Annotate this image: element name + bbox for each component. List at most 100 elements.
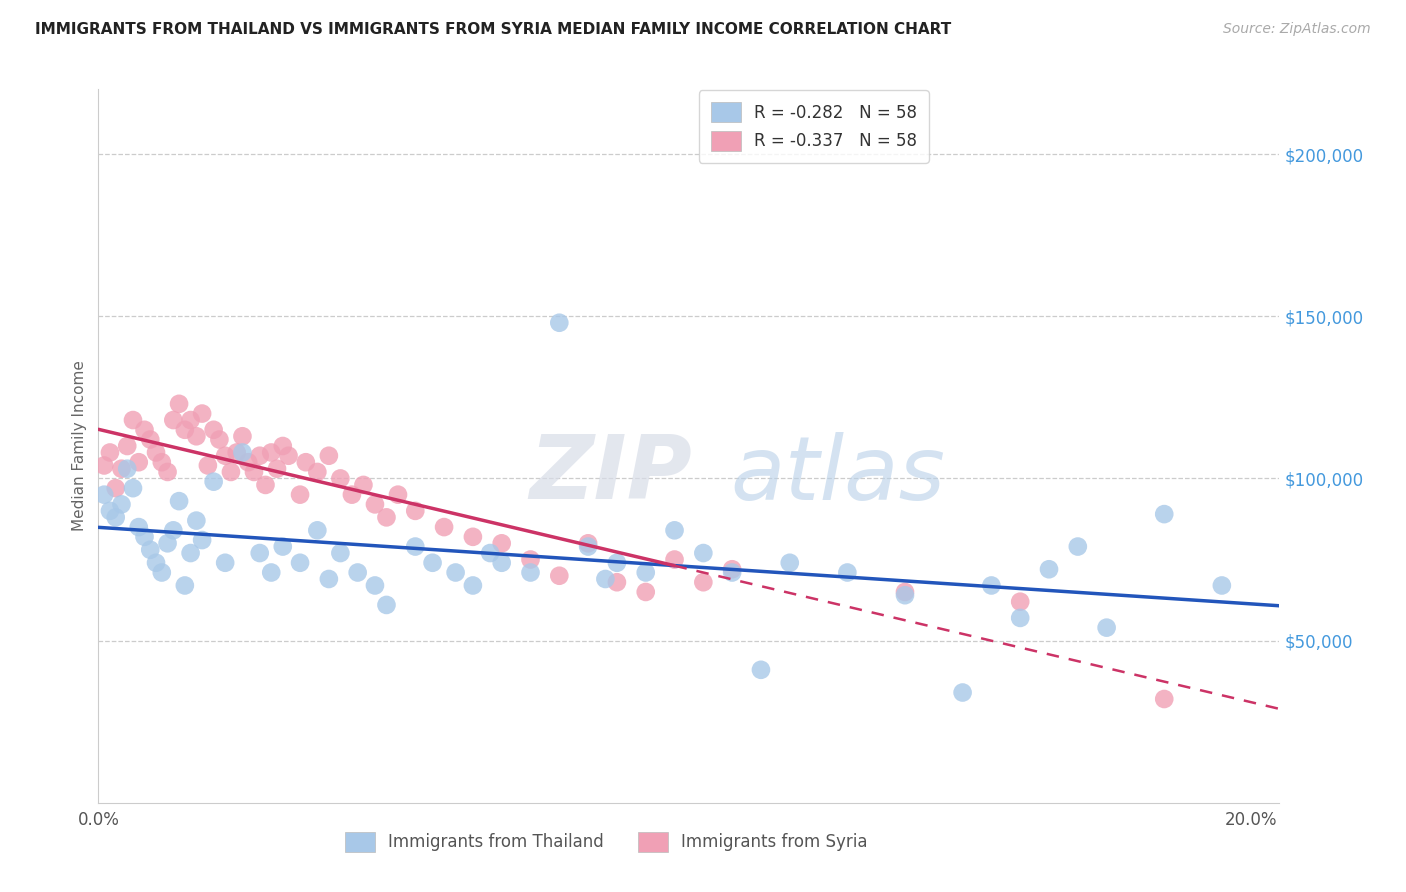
Point <box>277 449 299 463</box>
Point <box>548 568 571 582</box>
Point <box>307 465 329 479</box>
Point <box>1153 692 1175 706</box>
Point <box>202 475 225 489</box>
Point <box>1010 595 1032 609</box>
Point <box>122 413 145 427</box>
Point <box>364 578 387 592</box>
Point <box>197 458 219 473</box>
Point <box>1211 578 1233 592</box>
Point <box>595 572 617 586</box>
Point <box>404 540 426 554</box>
Point <box>271 540 294 554</box>
Point <box>156 465 179 479</box>
Point <box>387 488 409 502</box>
Point <box>93 458 115 473</box>
Point <box>1095 621 1118 635</box>
Point <box>692 575 714 590</box>
Point <box>249 546 271 560</box>
Point <box>98 504 121 518</box>
Point <box>214 556 236 570</box>
Point <box>1153 507 1175 521</box>
Point <box>721 566 744 580</box>
Point <box>134 530 156 544</box>
Point <box>139 542 162 557</box>
Point <box>375 510 398 524</box>
Point <box>340 488 363 502</box>
Point <box>219 465 242 479</box>
Point <box>479 546 502 560</box>
Point <box>1067 540 1090 554</box>
Point <box>191 533 214 547</box>
Point <box>173 423 195 437</box>
Text: ZIP: ZIP <box>530 431 692 518</box>
Point <box>93 488 115 502</box>
Text: atlas: atlas <box>730 432 945 517</box>
Point <box>606 575 628 590</box>
Point <box>295 455 318 469</box>
Point <box>167 397 190 411</box>
Point <box>128 455 150 469</box>
Point <box>779 556 801 570</box>
Text: IMMIGRANTS FROM THAILAND VS IMMIGRANTS FROM SYRIA MEDIAN FAMILY INCOME CORRELATI: IMMIGRANTS FROM THAILAND VS IMMIGRANTS F… <box>35 22 952 37</box>
Text: Source: ZipAtlas.com: Source: ZipAtlas.com <box>1223 22 1371 37</box>
Point <box>352 478 374 492</box>
Point <box>576 540 599 554</box>
Point <box>721 562 744 576</box>
Point <box>156 536 179 550</box>
Point <box>664 552 686 566</box>
Point <box>104 481 127 495</box>
Point <box>634 566 657 580</box>
Point <box>134 423 156 437</box>
Point <box>150 566 173 580</box>
Point <box>191 407 214 421</box>
Point <box>837 566 859 580</box>
Point <box>1038 562 1060 576</box>
Point <box>128 520 150 534</box>
Point <box>231 429 253 443</box>
Point <box>404 504 426 518</box>
Point <box>122 481 145 495</box>
Point <box>110 497 132 511</box>
Y-axis label: Median Family Income: Median Family Income <box>72 360 87 532</box>
Point <box>238 455 260 469</box>
Point <box>243 465 266 479</box>
Point <box>461 578 484 592</box>
Point <box>664 524 686 538</box>
Point <box>162 413 184 427</box>
Point <box>548 316 571 330</box>
Point <box>186 514 208 528</box>
Point <box>491 556 513 570</box>
Point <box>692 546 714 560</box>
Point <box>186 429 208 443</box>
Point <box>346 566 368 580</box>
Point <box>162 524 184 538</box>
Point <box>254 478 277 492</box>
Point <box>519 566 541 580</box>
Point <box>444 566 467 580</box>
Point <box>231 445 253 459</box>
Point <box>260 566 283 580</box>
Point <box>145 445 167 459</box>
Point <box>307 524 329 538</box>
Point <box>894 588 917 602</box>
Point <box>115 439 138 453</box>
Point <box>167 494 190 508</box>
Point <box>98 445 121 459</box>
Point <box>180 546 202 560</box>
Point <box>894 585 917 599</box>
Point <box>422 556 444 570</box>
Point <box>329 546 352 560</box>
Legend: Immigrants from Thailand, Immigrants from Syria: Immigrants from Thailand, Immigrants fro… <box>339 825 875 859</box>
Point <box>606 556 628 570</box>
Point <box>173 578 195 592</box>
Point <box>266 461 288 475</box>
Point <box>318 572 340 586</box>
Point <box>749 663 772 677</box>
Point <box>104 510 127 524</box>
Point <box>491 536 513 550</box>
Point <box>150 455 173 469</box>
Point <box>214 449 236 463</box>
Point <box>318 449 340 463</box>
Point <box>288 488 311 502</box>
Point <box>139 433 162 447</box>
